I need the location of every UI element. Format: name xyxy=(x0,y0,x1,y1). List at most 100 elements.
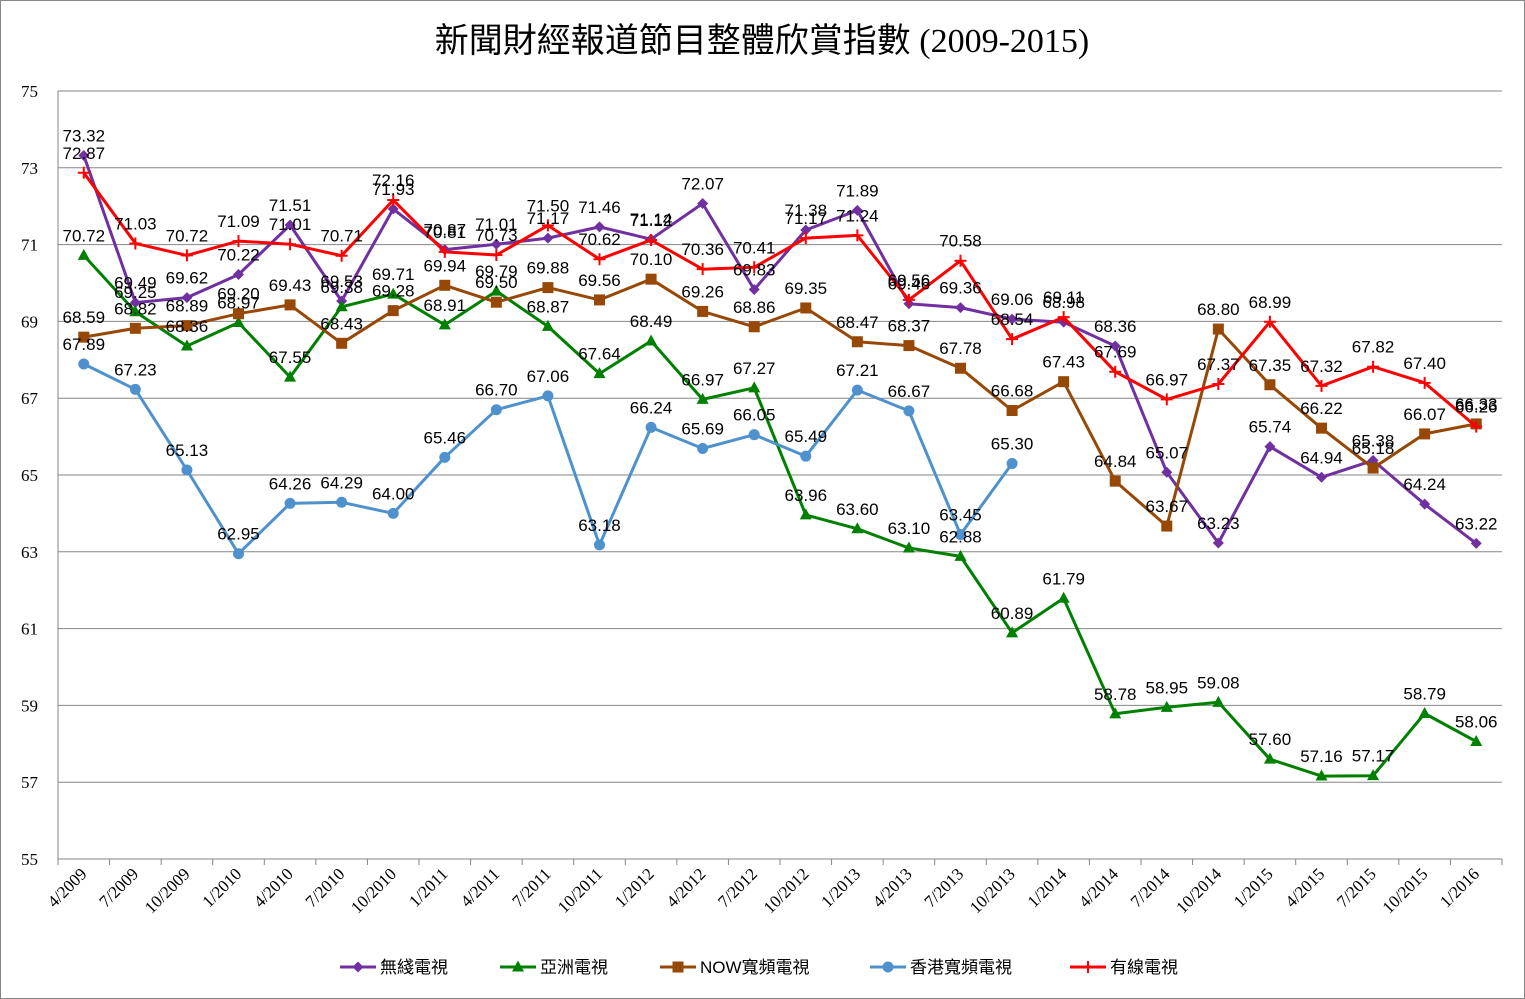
data-point xyxy=(1160,700,1173,712)
data-point xyxy=(645,421,657,433)
data-point xyxy=(1006,457,1018,469)
series-line xyxy=(82,155,1478,545)
data-label: 65.46 xyxy=(424,428,467,447)
data-point xyxy=(1006,313,1018,325)
data-label: 65.18 xyxy=(1352,439,1395,458)
x-tick-label: 1/2013 xyxy=(817,864,864,911)
data-point xyxy=(955,302,966,314)
data-point xyxy=(1315,379,1328,392)
x-tick-label: 1/2014 xyxy=(1024,864,1071,911)
data-point xyxy=(1109,365,1122,378)
data-point xyxy=(438,245,451,258)
data-point xyxy=(284,238,297,251)
data-label: 68.87 xyxy=(527,297,570,316)
data-label: 67.21 xyxy=(836,361,879,380)
data-label: 57.17 xyxy=(1352,747,1395,766)
data-label: 69.50 xyxy=(475,273,518,292)
data-point xyxy=(541,219,554,232)
data-label: 66.97 xyxy=(1146,370,1189,389)
data-label: 69.26 xyxy=(681,282,724,301)
data-label: 72.87 xyxy=(63,144,106,163)
series-0 xyxy=(78,150,1482,549)
data-label: 57.16 xyxy=(1300,747,1343,766)
data-point xyxy=(181,292,193,304)
data-point xyxy=(490,296,502,308)
data-point xyxy=(748,381,761,393)
chart-title: 新聞財經報道節目整體欣賞指數 (2009-2015) xyxy=(435,22,1089,60)
data-label: 68.86 xyxy=(733,298,776,317)
x-tick-label: 10/2015 xyxy=(1379,864,1432,917)
data-label: 70.41 xyxy=(733,238,776,257)
data-label: 67.27 xyxy=(733,359,776,378)
data-point xyxy=(954,549,967,561)
data-point xyxy=(336,496,348,508)
data-point xyxy=(284,219,296,231)
data-point xyxy=(594,294,605,306)
data-label: 71.89 xyxy=(836,181,879,200)
data-point xyxy=(955,362,966,374)
data-point xyxy=(1006,404,1018,416)
data-point xyxy=(851,229,864,242)
data-label: 64.24 xyxy=(1403,475,1446,494)
data-point xyxy=(1057,591,1070,603)
data-label: 68.82 xyxy=(114,299,157,318)
data-label: 69.36 xyxy=(939,279,982,298)
data-point xyxy=(1263,752,1276,764)
data-point xyxy=(594,539,605,551)
x-tick-label: 1/2010 xyxy=(198,864,245,911)
x-tick-label: 4/2011 xyxy=(457,864,503,910)
data-point xyxy=(335,249,348,262)
data-point xyxy=(1419,428,1431,440)
data-point xyxy=(1418,376,1431,389)
data-point xyxy=(233,548,244,560)
y-tick-label: 65 xyxy=(21,466,38,485)
data-label: 68.43 xyxy=(320,314,363,333)
data-point xyxy=(490,404,502,416)
data-label: 66.67 xyxy=(888,382,931,401)
data-point xyxy=(1263,315,1276,328)
data-label: 69.43 xyxy=(269,276,312,295)
data-label: 68.36 xyxy=(166,317,209,336)
data-point xyxy=(697,305,709,317)
data-label: 67.69 xyxy=(1094,343,1137,362)
legend-label: 有線電視 xyxy=(1110,958,1178,977)
data-label: 63.23 xyxy=(1197,514,1240,533)
series-1 xyxy=(77,248,1483,781)
data-label: 57.60 xyxy=(1249,730,1292,749)
series-line xyxy=(82,254,1477,778)
series-line xyxy=(83,277,1477,528)
data-point xyxy=(672,961,684,973)
y-tick-label: 55 xyxy=(21,850,38,869)
data-point xyxy=(77,166,90,179)
data-label: 70.87 xyxy=(424,221,467,240)
data-point xyxy=(542,282,554,294)
data-label: 69.11 xyxy=(1043,288,1084,307)
data-point xyxy=(800,224,812,236)
data-point xyxy=(645,334,658,346)
x-tick-label: 1/2015 xyxy=(1230,864,1277,911)
data-point xyxy=(129,305,142,317)
data-point xyxy=(181,464,193,476)
data-point xyxy=(1470,537,1482,549)
data-point xyxy=(1006,333,1019,346)
data-label: 66.68 xyxy=(991,381,1034,400)
data-label: 68.49 xyxy=(630,312,673,331)
data-point xyxy=(851,522,864,534)
data-label: 71.17 xyxy=(785,209,828,228)
y-tick-label: 63 xyxy=(21,543,38,562)
data-point xyxy=(1212,377,1225,390)
data-label: 71.50 xyxy=(527,196,570,215)
x-tick-label: 4/2012 xyxy=(663,864,710,911)
legend-label: 亞洲電視 xyxy=(540,958,608,977)
data-label: 70.71 xyxy=(320,227,363,246)
data-point xyxy=(1470,420,1483,433)
data-label: 62.95 xyxy=(217,525,260,544)
data-label: 68.99 xyxy=(1249,293,1292,312)
y-tick-label: 69 xyxy=(21,312,38,331)
data-label: 68.91 xyxy=(424,296,467,315)
data-label: 70.22 xyxy=(217,246,260,265)
x-tick-label: 1/2016 xyxy=(1436,864,1483,911)
x-tick-label: 7/2010 xyxy=(302,864,349,911)
data-point xyxy=(542,232,554,244)
data-label: 71.51 xyxy=(269,196,312,215)
